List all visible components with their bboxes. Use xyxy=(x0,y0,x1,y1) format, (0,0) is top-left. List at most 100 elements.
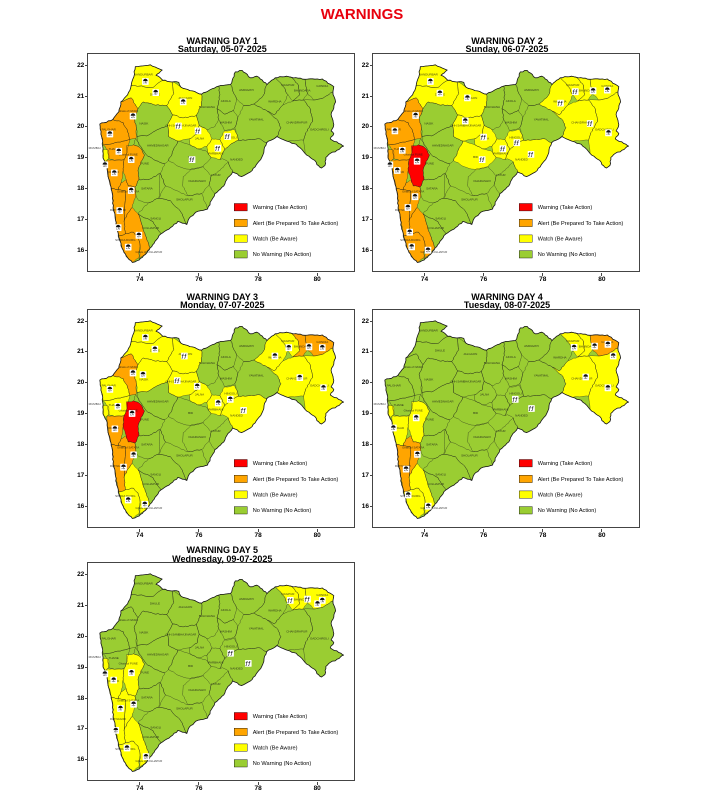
svg-text:PARBHANI: PARBHANI xyxy=(493,151,508,155)
svg-text:WARDHA: WARDHA xyxy=(269,99,282,103)
svg-text:SATARA: SATARA xyxy=(141,186,153,190)
svg-text:No Warning (No Action): No Warning (No Action) xyxy=(253,252,312,258)
svg-text:Alert (Be Prepared To Take Act: Alert (Be Prepared To Take Action) xyxy=(253,221,339,227)
svg-text:SHOLAPUR: SHOLAPUR xyxy=(176,453,193,457)
svg-text:JALGAON: JALGAON xyxy=(179,96,193,100)
svg-text:Ghats of SATARA: Ghats of SATARA xyxy=(117,445,139,449)
svg-text:THANE: THANE xyxy=(394,402,404,406)
svg-text:AMRAVATI: AMRAVATI xyxy=(524,343,539,347)
svg-text:CHH.SAMBHAJINAGAR: CHH.SAMBHAJINAGAR xyxy=(451,379,482,383)
svg-text:NASIK: NASIK xyxy=(424,377,433,381)
svg-text:PUNE: PUNE xyxy=(426,417,434,421)
svg-text:LATUR: LATUR xyxy=(211,682,221,686)
svg-text:BULDHANA: BULDHANA xyxy=(199,105,215,109)
svg-text:LATUR: LATUR xyxy=(496,429,506,433)
svg-text:SANGLI: SANGLI xyxy=(150,472,161,476)
svg-text:JALGAON: JALGAON xyxy=(463,351,477,355)
svg-text:JALNA: JALNA xyxy=(195,646,204,650)
svg-text:YAVATMAL: YAVATMAL xyxy=(249,117,264,121)
svg-text:BULDHANA: BULDHANA xyxy=(199,614,215,618)
svg-text:Watch (Be Aware): Watch (Be Aware) xyxy=(253,746,298,752)
svg-text:AMRAVATI: AMRAVATI xyxy=(239,343,254,347)
svg-text:GADCHIROLI: GADCHIROLI xyxy=(595,383,614,387)
svg-text:SANGLI: SANGLI xyxy=(150,216,161,220)
svg-text:Ghats of SATARA: Ghats of SATARA xyxy=(402,189,424,193)
svg-text:BHANDARA: BHANDARA xyxy=(579,344,596,348)
svg-text:Alert (Be Prepared To Take Act: Alert (Be Prepared To Take Action) xyxy=(253,476,339,482)
svg-text:AMRAVATI: AMRAVATI xyxy=(239,597,254,601)
svg-text:CHANDRAPUR: CHANDRAPUR xyxy=(571,120,593,124)
svg-text:HINGOLI: HINGOLI xyxy=(225,644,238,648)
svg-text:GONDIA: GONDIA xyxy=(317,84,329,88)
svg-text:Ghats of PUNE: Ghats of PUNE xyxy=(119,662,138,666)
svg-text:WASHIM: WASHIM xyxy=(505,120,518,124)
svg-text:Ghats of SATARA: Ghats of SATARA xyxy=(117,699,139,703)
svg-text:GONDIA: GONDIA xyxy=(317,340,329,344)
svg-text:NANDURBAR: NANDURBAR xyxy=(134,581,154,585)
svg-text:DHARASHIV: DHARASHIV xyxy=(189,179,207,183)
svg-text:CHANDRAPUR: CHANDRAPUR xyxy=(571,376,593,380)
svg-text:PALGHAR: PALGHAR xyxy=(102,383,117,387)
svg-text:GADCHIROLI: GADCHIROLI xyxy=(310,636,329,640)
svg-text:WARDHA: WARDHA xyxy=(553,355,566,359)
svg-text:Alert (Be Prepared To Take Act: Alert (Be Prepared To Take Action) xyxy=(253,730,339,736)
svg-text:NASIK: NASIK xyxy=(140,631,149,635)
svg-text:Ghats of KOLHAPUR: Ghats of KOLHAPUR xyxy=(136,759,163,763)
svg-text:Ghats of NASIK: Ghats of NASIK xyxy=(403,364,423,368)
svg-text:GONDIA: GONDIA xyxy=(317,593,329,597)
svg-text:SATARA: SATARA xyxy=(426,186,438,190)
svg-text:DHULE: DHULE xyxy=(435,348,445,352)
svg-text:KOLHAPUR: KOLHAPUR xyxy=(143,482,160,486)
svg-text:NANDED: NANDED xyxy=(230,413,244,417)
svg-text:DHARASHIV: DHARASHIV xyxy=(473,179,491,183)
svg-text:No Warning (No Action): No Warning (No Action) xyxy=(253,761,312,767)
svg-text:CHH.SAMBHAJINAGAR: CHH.SAMBHAJINAGAR xyxy=(166,379,197,383)
svg-text:No Warning (No Action): No Warning (No Action) xyxy=(538,252,597,258)
svg-text:RATNAGIRI: RATNAGIRI xyxy=(110,717,126,721)
svg-text:KOLHAPUR: KOLHAPUR xyxy=(143,226,160,230)
svg-text:BHANDARA: BHANDARA xyxy=(579,88,596,92)
svg-text:NANDED: NANDED xyxy=(515,413,529,417)
svg-text:CHH.SAMBHAJINAGAR: CHH.SAMBHAJINAGAR xyxy=(166,633,197,637)
svg-text:HINGOLI: HINGOLI xyxy=(225,391,238,395)
svg-text:Ghats of PUNE: Ghats of PUNE xyxy=(404,152,423,156)
svg-text:AHMEDNAGAR: AHMEDNAGAR xyxy=(147,399,169,403)
svg-text:Ghats of SATARA: Ghats of SATARA xyxy=(402,445,424,449)
svg-text:SHOLAPUR: SHOLAPUR xyxy=(176,197,193,201)
svg-text:NANDURBAR: NANDURBAR xyxy=(134,72,154,76)
svg-text:Watch (Be Aware): Watch (Be Aware) xyxy=(253,492,298,498)
svg-text:THANE: THANE xyxy=(109,147,119,151)
svg-text:NAGPUR: NAGPUR xyxy=(567,83,581,87)
svg-text:SATARA: SATARA xyxy=(426,442,438,446)
svg-text:SINDHUDURG: SINDHUDURG xyxy=(400,238,421,242)
svg-text:JALNA: JALNA xyxy=(195,136,204,140)
svg-text:WASHIM: WASHIM xyxy=(505,376,518,380)
svg-text:SATARA: SATARA xyxy=(141,442,153,446)
svg-text:DHARASHIV: DHARASHIV xyxy=(189,688,207,692)
svg-text:PUNE: PUNE xyxy=(426,161,434,165)
svg-text:DHARASHIV: DHARASHIV xyxy=(189,435,207,439)
svg-text:MUMBAI: MUMBAI xyxy=(89,655,101,659)
svg-text:THANE: THANE xyxy=(394,147,404,151)
svg-text:AHMEDNAGAR: AHMEDNAGAR xyxy=(432,143,454,147)
svg-text:PUNE: PUNE xyxy=(141,161,149,165)
svg-text:NANDURBAR: NANDURBAR xyxy=(419,72,439,76)
svg-text:Warning (Take Action): Warning (Take Action) xyxy=(253,205,308,211)
svg-text:GADCHIROLI: GADCHIROLI xyxy=(595,127,614,131)
svg-text:PARBHANI: PARBHANI xyxy=(209,151,224,155)
svg-text:AHMEDNAGAR: AHMEDNAGAR xyxy=(147,143,169,147)
svg-text:CHH.SAMBHAJINAGAR: CHH.SAMBHAJINAGAR xyxy=(451,123,482,127)
svg-text:SANGLI: SANGLI xyxy=(435,216,446,220)
svg-text:BID: BID xyxy=(473,155,479,159)
svg-text:NAGPUR: NAGPUR xyxy=(567,338,581,342)
svg-text:PUNE: PUNE xyxy=(141,670,149,674)
svg-text:SINDHUDURG: SINDHUDURG xyxy=(115,494,136,498)
svg-text:NANDED: NANDED xyxy=(230,667,244,671)
svg-text:Ghats of KOLHAPUR: Ghats of KOLHAPUR xyxy=(136,250,163,254)
svg-text:RATNAGIRI: RATNAGIRI xyxy=(110,464,126,468)
svg-text:BID: BID xyxy=(188,411,194,415)
svg-text:LATUR: LATUR xyxy=(496,173,506,177)
svg-text:RATNAGIRI: RATNAGIRI xyxy=(395,208,411,212)
svg-text:THANE: THANE xyxy=(109,402,119,406)
svg-text:Watch (Be Aware): Watch (Be Aware) xyxy=(253,236,298,242)
